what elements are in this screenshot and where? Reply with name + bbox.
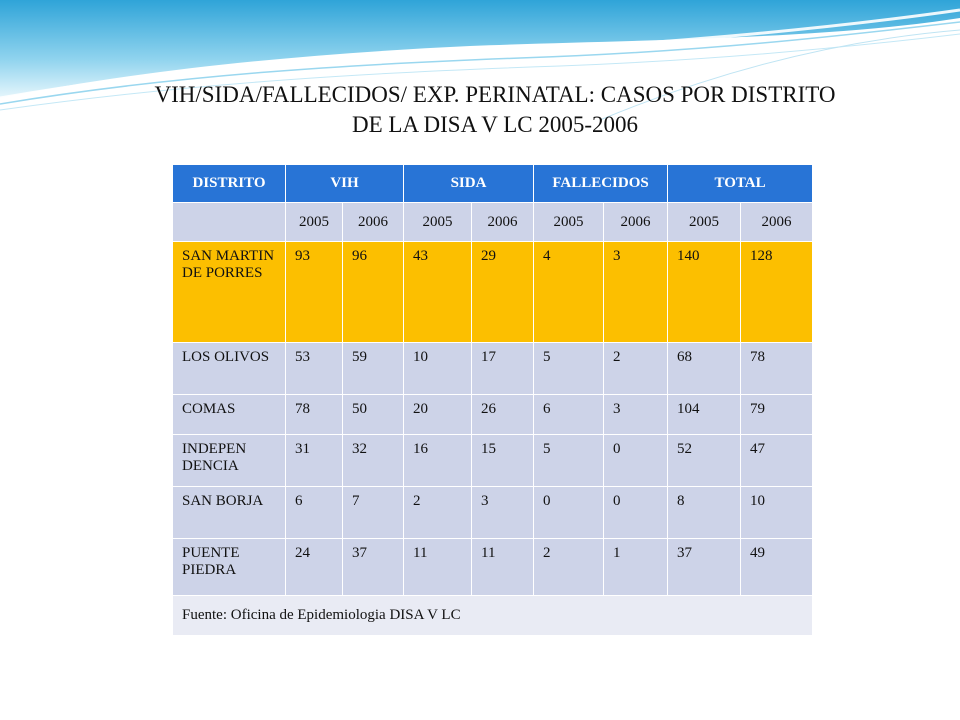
value-cell: 78 <box>740 342 814 395</box>
header-total: TOTAL <box>667 164 814 203</box>
year-cell: 2005 <box>667 202 742 242</box>
decorative-swoosh <box>0 0 960 120</box>
value-cell: 68 <box>667 342 742 395</box>
value-cell: 96 <box>342 241 404 343</box>
district-cell: INDEPEN DENCIA <box>172 434 286 487</box>
value-cell: 17 <box>470 342 535 395</box>
value-cell: 37 <box>667 538 742 596</box>
year-row: 2005 2006 2005 2006 2005 2006 2005 2006 <box>172 202 814 242</box>
value-cell: 20 <box>403 394 472 435</box>
value-cell: 32 <box>342 434 404 487</box>
year-cell: 2006 <box>342 202 404 242</box>
value-cell: 4 <box>533 241 605 343</box>
district-cell: SAN MARTIN DE PORRES <box>172 241 286 343</box>
value-cell: 2 <box>403 486 472 539</box>
value-cell: 24 <box>285 538 343 596</box>
year-cell: 2006 <box>740 202 814 242</box>
table-row: COMAS 78 50 20 26 6 3 104 79 <box>172 394 814 435</box>
title-line-2: DE LA DISA V LC 2005-2006 <box>351 112 639 137</box>
value-cell: 15 <box>470 434 535 487</box>
header-distrito: DISTRITO <box>172 164 286 203</box>
year-cell-empty <box>172 202 286 242</box>
table-row: PUENTE PIEDRA 24 37 11 11 2 1 37 49 <box>172 538 814 596</box>
table-row: SAN MARTIN DE PORRES 93 96 43 29 4 3 140… <box>172 241 814 343</box>
header-row: DISTRITO VIH SIDA FALLECIDOS TOTAL <box>172 164 814 203</box>
source-note: Fuente: Oficina de Epidemiologia DISA V … <box>171 595 814 636</box>
value-cell: 79 <box>740 394 814 435</box>
value-cell: 7 <box>342 486 404 539</box>
value-cell: 128 <box>740 241 814 343</box>
value-cell: 78 <box>285 394 343 435</box>
table-row: SAN BORJA 6 7 2 3 0 0 8 10 <box>172 486 814 539</box>
value-cell: 104 <box>667 394 742 435</box>
value-cell: 10 <box>403 342 472 395</box>
header-vih: VIH <box>285 164 404 203</box>
value-cell: 0 <box>603 486 669 539</box>
value-cell: 0 <box>603 434 669 487</box>
value-cell: 11 <box>470 538 535 596</box>
value-cell: 50 <box>342 394 404 435</box>
value-cell: 47 <box>740 434 814 487</box>
value-cell: 26 <box>470 394 535 435</box>
table-row: LOS OLIVOS 53 59 10 17 5 2 68 78 <box>172 342 814 395</box>
value-cell: 16 <box>403 434 472 487</box>
value-cell: 5 <box>533 342 605 395</box>
value-cell: 49 <box>740 538 814 596</box>
value-cell: 11 <box>403 538 472 596</box>
value-cell: 3 <box>470 486 535 539</box>
value-cell: 31 <box>285 434 343 487</box>
year-cell: 2005 <box>403 202 472 242</box>
value-cell: 6 <box>533 394 605 435</box>
value-cell: 93 <box>285 241 343 343</box>
district-cell: LOS OLIVOS <box>172 342 286 395</box>
district-cell: PUENTE PIEDRA <box>172 538 286 596</box>
value-cell: 0 <box>533 486 605 539</box>
value-cell: 29 <box>470 241 535 343</box>
value-cell: 10 <box>740 486 814 539</box>
value-cell: 43 <box>403 241 472 343</box>
value-cell: 2 <box>533 538 605 596</box>
district-cell: COMAS <box>172 394 286 435</box>
header-sida: SIDA <box>402 164 535 203</box>
value-cell: 6 <box>285 486 343 539</box>
title-line-1: VIH/SIDA/FALLECIDOS/ EXP. PERINATAL: CAS… <box>154 82 836 107</box>
source-row: Fuente: Oficina de Epidemiologia DISA V … <box>171 595 814 636</box>
year-cell: 2005 <box>285 202 343 242</box>
value-cell: 5 <box>533 434 605 487</box>
value-cell: 3 <box>603 394 669 435</box>
district-cell: SAN BORJA <box>172 486 286 539</box>
slide-title: VIH/SIDA/FALLECIDOS/ EXP. PERINATAL: CAS… <box>100 80 890 140</box>
cases-table: DISTRITO VIH SIDA FALLECIDOS TOTAL 2005 … <box>171 164 814 636</box>
year-cell: 2005 <box>533 202 605 242</box>
value-cell: 37 <box>342 538 404 596</box>
value-cell: 52 <box>667 434 742 487</box>
value-cell: 1 <box>603 538 669 596</box>
value-cell: 8 <box>667 486 742 539</box>
value-cell: 140 <box>667 241 742 343</box>
year-cell: 2006 <box>470 202 535 242</box>
value-cell: 53 <box>285 342 343 395</box>
header-fallecidos: FALLECIDOS <box>533 164 669 203</box>
value-cell: 3 <box>603 241 669 343</box>
year-cell: 2006 <box>603 202 669 242</box>
table-row: INDEPEN DENCIA 31 32 16 15 5 0 52 47 <box>172 434 814 487</box>
value-cell: 2 <box>603 342 669 395</box>
value-cell: 59 <box>342 342 404 395</box>
